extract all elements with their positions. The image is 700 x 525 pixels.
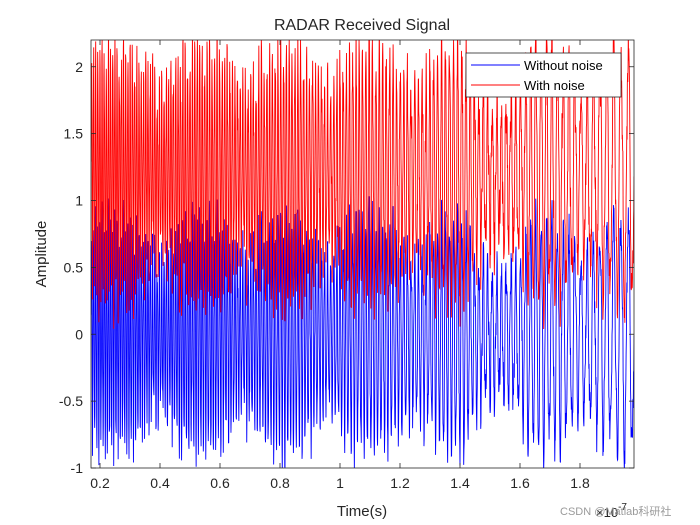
x-tick-label: 1.6	[510, 475, 530, 491]
legend-label-without-noise: Without noise	[524, 58, 603, 73]
x-tick-label: 0.6	[210, 475, 230, 491]
series-layer	[91, 40, 634, 468]
chart-title: RADAR Received Signal	[274, 17, 450, 34]
watermark: CSDN @Matlab科研社	[560, 504, 671, 518]
y-tick-label: -0.5	[59, 393, 83, 409]
plot-area	[90, 39, 635, 469]
y-axis-label: Amplitude	[33, 221, 50, 288]
x-axis-label: Time(s)	[337, 503, 387, 520]
legend-box	[465, 52, 622, 98]
x-tick-label: 1.8	[570, 475, 590, 491]
y-tick-label: 1.5	[64, 126, 84, 142]
x-tick-label: 1.4	[450, 475, 470, 491]
x-axis-multiplier: ×10-7	[596, 502, 627, 520]
y-tick-label: 1	[75, 193, 83, 209]
series-line-without-noise	[91, 196, 634, 468]
axes-box	[90, 39, 635, 469]
x-tick-label: 1	[336, 475, 344, 491]
y-tick-label: -1	[71, 460, 84, 476]
x-tick-label: 0.8	[270, 475, 290, 491]
x-axis: 0.2 0.4 0.6 0.8 1 1.2 1.4 1.6 1.8	[90, 40, 590, 491]
y-tick-label: 0	[75, 326, 83, 342]
x-tick-label: 0.4	[150, 475, 170, 491]
legend-label-with-noise: With noise	[524, 78, 585, 93]
x-tick-label: 0.2	[90, 475, 110, 491]
y-tick-label: 0.5	[64, 259, 84, 275]
y-axis: -1 -0.5 0 0.5 1 1.5 2	[59, 59, 634, 476]
y-tick-label: 2	[75, 59, 83, 75]
legend: Without noise With noise	[465, 52, 622, 98]
series-line-with-noise	[91, 40, 634, 330]
x-tick-label: 1.2	[390, 475, 410, 491]
